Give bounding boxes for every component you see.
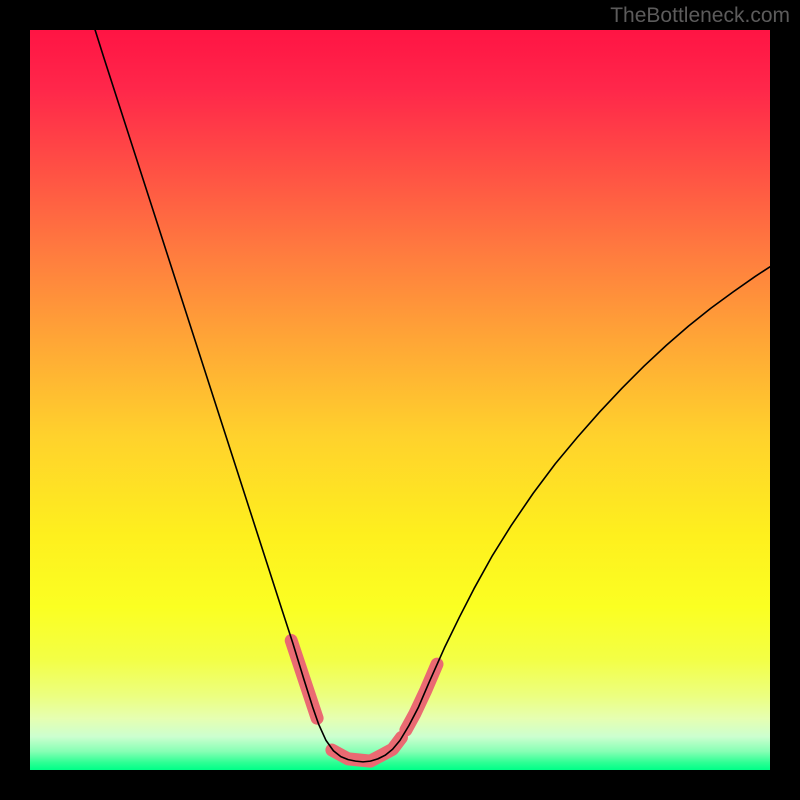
watermark-text: TheBottleneck.com xyxy=(610,4,790,28)
chart-frame: TheBottleneck.com xyxy=(0,0,800,800)
chart-svg xyxy=(30,30,770,770)
chart-background xyxy=(30,30,770,770)
plot-area xyxy=(30,30,770,770)
